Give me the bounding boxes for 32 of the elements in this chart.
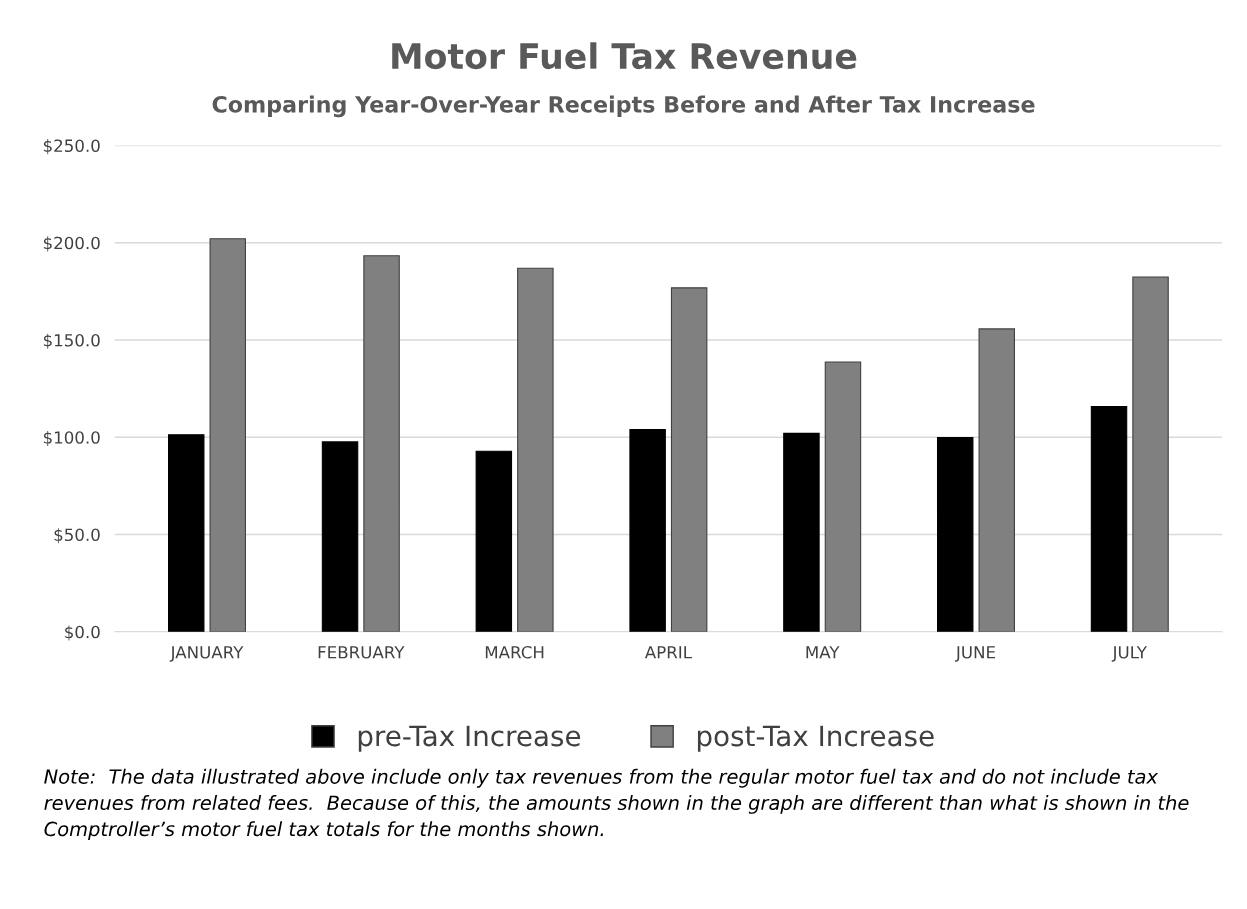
bar [475, 450, 513, 632]
chart-subtitle: Comparing Year-Over-Year Receipts Before and After Tax Increase [212, 95, 1035, 118]
bar [209, 238, 247, 632]
bar [167, 434, 205, 632]
bar [670, 287, 708, 632]
x-tick-label: MAY [806, 646, 840, 659]
bar [1132, 276, 1169, 632]
x-tick-label: APRIL [644, 646, 692, 659]
bar [978, 328, 1015, 632]
bar [363, 255, 400, 632]
chart-title: Motor Fuel Tax Revenue [392, 42, 857, 70]
bar [783, 432, 820, 632]
x-tick-label: JANUARY [169, 646, 244, 662]
bar [517, 267, 554, 632]
bar [321, 441, 359, 632]
x-tick-label: JUNE [955, 646, 995, 662]
x-tick-label: FEBRUARY [318, 646, 405, 659]
text: Note: The data illustrated above include only tax revenues from the regular motor fuel tax and do not include tax revenues from related fees. Because of this, the amounts shown in the graph are different than what is shown in the Comptroller’s motor fuel tax totals for the months shown. [44, 768, 1189, 841]
y-tick-label: $0.0 [65, 625, 100, 641]
y-tick-label: $100.0 [43, 430, 100, 447]
bar [629, 429, 666, 632]
y-tick-label: $150.0 [43, 333, 100, 349]
x-tick-label: JULY [1111, 646, 1147, 662]
y-tick-label: $250.0 [43, 139, 100, 155]
x-tick-label: MARCH [485, 645, 544, 659]
legend-label: pre-Tax Increase [358, 725, 581, 752]
y-tick-label: $50.0 [54, 528, 100, 544]
legend-label: post-Tax Increase [697, 725, 934, 752]
bar [1090, 405, 1128, 632]
y-tick-label: $200.0 [43, 236, 100, 252]
bar [936, 437, 974, 632]
bar [824, 361, 862, 632]
